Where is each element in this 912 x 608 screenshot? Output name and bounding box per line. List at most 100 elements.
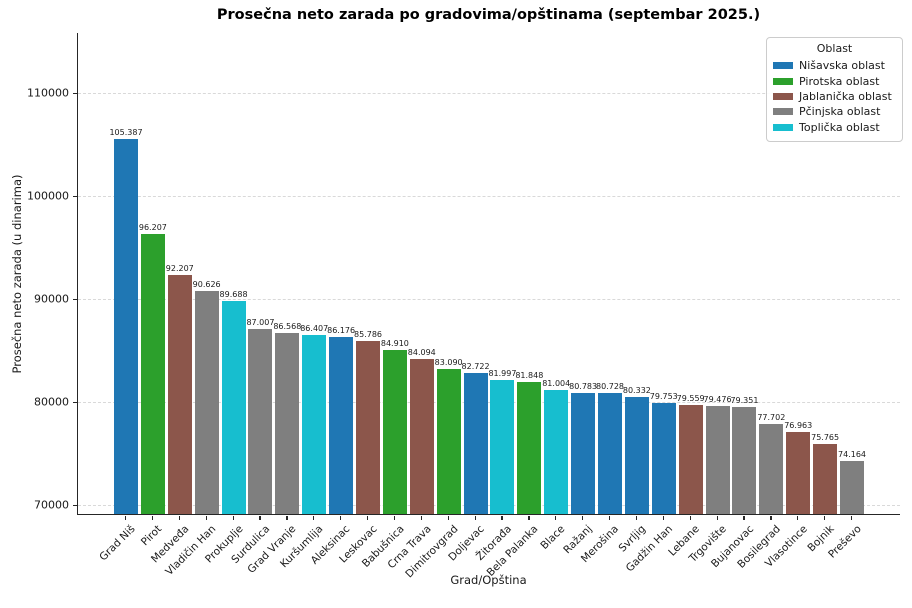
bar-doljevac [463,372,488,514]
bar-pre-evo [840,460,864,514]
y-gridline [78,401,900,403]
legend-title: Oblast [816,42,853,55]
x-tick-mark [528,516,530,520]
bar-surdulica [248,328,273,514]
x-tick-mark [609,516,611,520]
x-tick-mark [125,516,127,520]
y-tick-label: 100000 [27,189,69,203]
x-tick-mark [286,516,288,520]
x-tick-mark [313,516,315,520]
legend-entry-label: Jablanička oblast [799,89,892,103]
legend-color-swatch [773,92,793,100]
bar-value-label: 76.963 [784,421,813,430]
bar-kur-umlija [302,334,327,514]
y-tick-mark [73,298,77,300]
x-tick-mark [635,516,638,520]
bar-bojnik [813,444,838,514]
bar-svrljig [624,397,649,514]
x-tick-mark [151,516,154,520]
legend-color-swatch [773,77,793,85]
x-tick-mark [824,516,826,520]
x-tick-mark [662,516,664,520]
legend-color-swatch [773,62,793,70]
x-tick-mark [770,516,772,520]
x-tick-mark [232,516,234,520]
y-axis-title: Prosečna neto zarada (u dinarima) [10,174,24,374]
bar-leskovac [356,341,380,514]
bar-trgovi-te [705,406,730,514]
bar-value-label: 81.004 [542,379,571,389]
bar-value-label: 85.786 [354,330,382,340]
y-gridline [78,298,900,300]
legend-box: Oblast Nišavska oblast Pirotska oblast Jab… [766,37,903,142]
bar-grad-vranje [275,333,300,514]
legend-entries: Nišavska oblast Pirotska oblast Jablanička… [773,58,896,135]
legend-entry: Pirotska oblast [773,73,896,88]
y-tick-mark [73,504,77,506]
legend-entry: Toplička oblast [773,120,896,135]
bar-value-label: 86.407 [300,323,329,333]
y-gridline [78,504,900,506]
bar--itora-a [490,380,515,514]
x-tick-mark [555,516,557,520]
x-axis-title: Grad/Opština [450,573,527,587]
legend-entry: Nišavska oblast [773,58,896,73]
x-tick-mark [259,516,261,520]
bar-value-label: 86.568 [273,322,302,332]
y-tick-label: 80000 [34,395,69,409]
x-tick-mark [340,516,342,520]
bar-value-label: 81.848 [515,370,544,380]
bar-ra-anj [571,392,596,514]
bar-babu-nica [382,350,407,514]
legend-entry-label: Pčinjska oblast [799,105,881,119]
bar-value-label: 89.688 [219,289,248,299]
bar-value-label: 92.207 [165,264,194,273]
x-tick-mark [582,516,584,520]
legend-entry: Jablanička oblast [773,89,896,104]
y-tick-mark [73,401,77,403]
bar-value-label: 86.176 [327,326,356,336]
bar-value-label: 96.207 [138,222,167,232]
bar-value-label: 77.702 [757,413,786,423]
bar-value-label: 84.094 [407,347,436,357]
bar-value-label: 84.910 [380,339,409,349]
bar-medve-a [167,275,192,514]
bar-value-label: 80.728 [596,382,624,392]
bar-value-label: 79.559 [676,394,705,404]
bar-gad-in-han [651,403,676,514]
bar-bujanovac [732,407,757,514]
legend-color-swatch [773,123,793,131]
bar-grad-ni- [114,139,138,514]
y-tick-label: 110000 [27,86,69,100]
bar-aleksinac [329,337,354,514]
bar-value-label: 74.164 [838,449,866,459]
bar-value-label: 75.765 [811,433,840,443]
y-tick-label: 70000 [34,498,69,512]
x-tick-mark [178,516,180,520]
bar-vlasotince [786,432,811,514]
x-tick-mark [205,516,207,520]
legend-entry: Pčinjska oblast [773,104,896,119]
legend-entry-label: Pirotska oblast [799,74,880,88]
plot-area: 105.387 96.207 92.207 90.626 89.688 87.007 86.… [77,33,900,515]
x-tick-mark [420,516,422,520]
bar-value-label: 79.351 [730,396,759,406]
x-tick-mark [689,516,691,520]
x-tick-mark [851,516,853,520]
y-gridline [78,195,900,197]
bar-prokuplje [221,300,246,514]
bar-dimitrovgrad [436,368,461,514]
y-gridline [78,92,900,94]
bar-value-label: 81.997 [488,369,517,379]
x-tick-mark [447,516,449,520]
bar-bela-palanka [517,381,542,514]
x-tick-mark [474,516,476,520]
bar-mero-ina [598,393,622,514]
legend-color-swatch [773,108,793,116]
x-tick-mark [501,516,503,520]
bar-bosilegrad [759,424,784,514]
bar-crna-trava [409,358,434,514]
bar-value-label: 105.387 [109,128,143,138]
x-tick-mark [393,516,396,520]
